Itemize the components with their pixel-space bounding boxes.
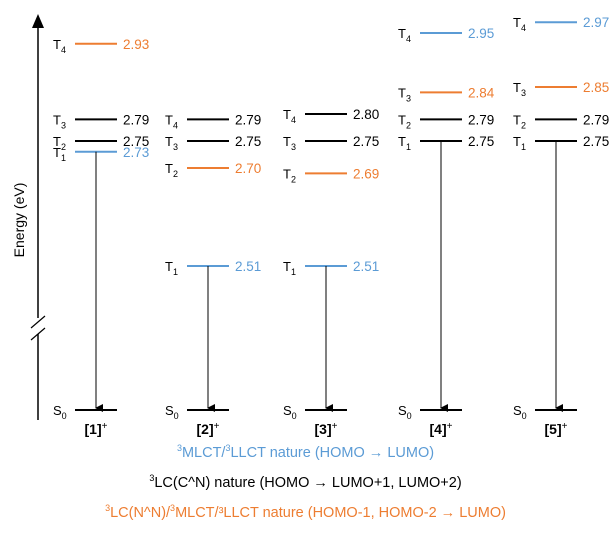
ground-state-label: S0 (165, 403, 179, 421)
triplet-state-label: T4 (53, 37, 66, 55)
triplet-state-label: T1 (513, 134, 526, 152)
ground-state-label: S0 (53, 403, 67, 421)
complex-label: [3]+ (315, 421, 338, 437)
triplet-state-label: T3 (283, 134, 296, 152)
triplet-energy-value: 2.79 (468, 112, 494, 127)
axis-break-mark (30, 315, 46, 329)
triplet-state-label: T1 (165, 259, 178, 277)
triplet-energy-value: 2.73 (123, 145, 149, 160)
complex-columns: T4 2.93 T3 2.79 T2 2.75 T1 2.73 S0 [1]+ T4 2.79 T3 2.… (53, 15, 609, 437)
energy-axis: Energy (eV) (11, 14, 46, 420)
ground-state-label: S0 (398, 403, 412, 421)
triplet-state-label: T2 (513, 112, 526, 130)
triplet-energy-value: 2.80 (353, 107, 379, 122)
ground-state-label: S0 (513, 403, 527, 421)
triplet-energy-value: 2.51 (353, 259, 379, 274)
legend-text: 3MLCT/3LLCT nature (HOMO → LUMO) (176, 443, 435, 461)
complex-column-4: T4 2.95 T3 2.84 T2 2.79 T1 2.75 S0 [4]+ (398, 26, 495, 437)
legend-line-black: 3LC(C^N) nature (HOMO → LUMO+1, LUMO+2) (0, 473, 611, 491)
legend-line-orange: 3LC(N^N)/3MLCT/³LLCT nature (HOMO-1, HOM… (0, 503, 611, 521)
triplet-energy-value: 2.75 (583, 134, 609, 149)
triplet-state-label: T4 (283, 107, 296, 125)
triplet-state-label: T4 (165, 112, 178, 130)
triplet-energy-value: 2.70 (235, 161, 261, 176)
legend-text: 3LC(C^N) nature (HOMO → LUMO+1, LUMO+2) (149, 473, 462, 491)
ground-state-label: S0 (283, 403, 297, 421)
triplet-state-label: T3 (513, 80, 526, 98)
triplet-state-label: T1 (53, 145, 66, 163)
triplet-energy-value: 2.84 (468, 85, 495, 100)
triplet-energy-value: 2.97 (583, 15, 609, 30)
triplet-energy-value: 2.75 (123, 134, 149, 149)
triplet-state-label: T3 (165, 134, 178, 152)
legend-text: 3LC(N^N)/3MLCT/³LLCT nature (HOMO-1, HOM… (105, 503, 506, 521)
triplet-energy-value: 2.79 (235, 112, 261, 127)
triplet-state-label: T3 (53, 112, 66, 130)
axis-arrowhead (32, 14, 44, 28)
complex-column-2: T4 2.79 T3 2.75 T2 2.70 T1 2.51 S0 [2]+ (165, 112, 261, 437)
triplet-energy-value: 2.75 (353, 134, 379, 149)
triplet-state-label: T2 (398, 112, 411, 130)
triplet-energy-value: 2.75 (235, 134, 261, 149)
triplet-energy-value: 2.85 (583, 80, 609, 95)
triplet-energy-value: 2.93 (123, 37, 149, 52)
triplet-energy-value: 2.95 (468, 26, 494, 41)
complex-label: [2]+ (197, 421, 220, 437)
triplet-state-label: T2 (283, 166, 296, 184)
axis-label: Energy (eV) (11, 183, 27, 258)
triplet-state-label: T3 (398, 85, 411, 103)
legend-line-blue: 3MLCT/3LLCT nature (HOMO → LUMO) (0, 443, 611, 461)
triplet-state-label: T4 (513, 15, 526, 33)
complex-label: [4]+ (430, 421, 453, 437)
complex-label: [1]+ (85, 421, 108, 437)
triplet-state-label: T2 (53, 134, 66, 152)
triplet-state-label: T1 (398, 134, 411, 152)
triplet-energy-value: 2.79 (123, 112, 149, 127)
triplet-energy-value: 2.69 (353, 166, 379, 181)
complex-column-1: T4 2.93 T3 2.79 T2 2.75 T1 2.73 S0 [1]+ (53, 37, 149, 437)
complex-label: [5]+ (545, 421, 568, 437)
complex-column-3: T4 2.80 T3 2.75 T2 2.69 T1 2.51 S0 [3]+ (283, 107, 379, 437)
complex-column-5: T4 2.97 T3 2.85 T2 2.79 T1 2.75 S0 [5]+ (513, 15, 609, 437)
triplet-energy-value: 2.75 (468, 134, 494, 149)
triplet-energy-value: 2.51 (235, 259, 261, 274)
triplet-energy-value: 2.79 (583, 112, 609, 127)
triplet-state-label: T1 (283, 259, 296, 277)
triplet-state-label: T2 (165, 161, 178, 179)
triplet-state-label: T4 (398, 26, 411, 44)
